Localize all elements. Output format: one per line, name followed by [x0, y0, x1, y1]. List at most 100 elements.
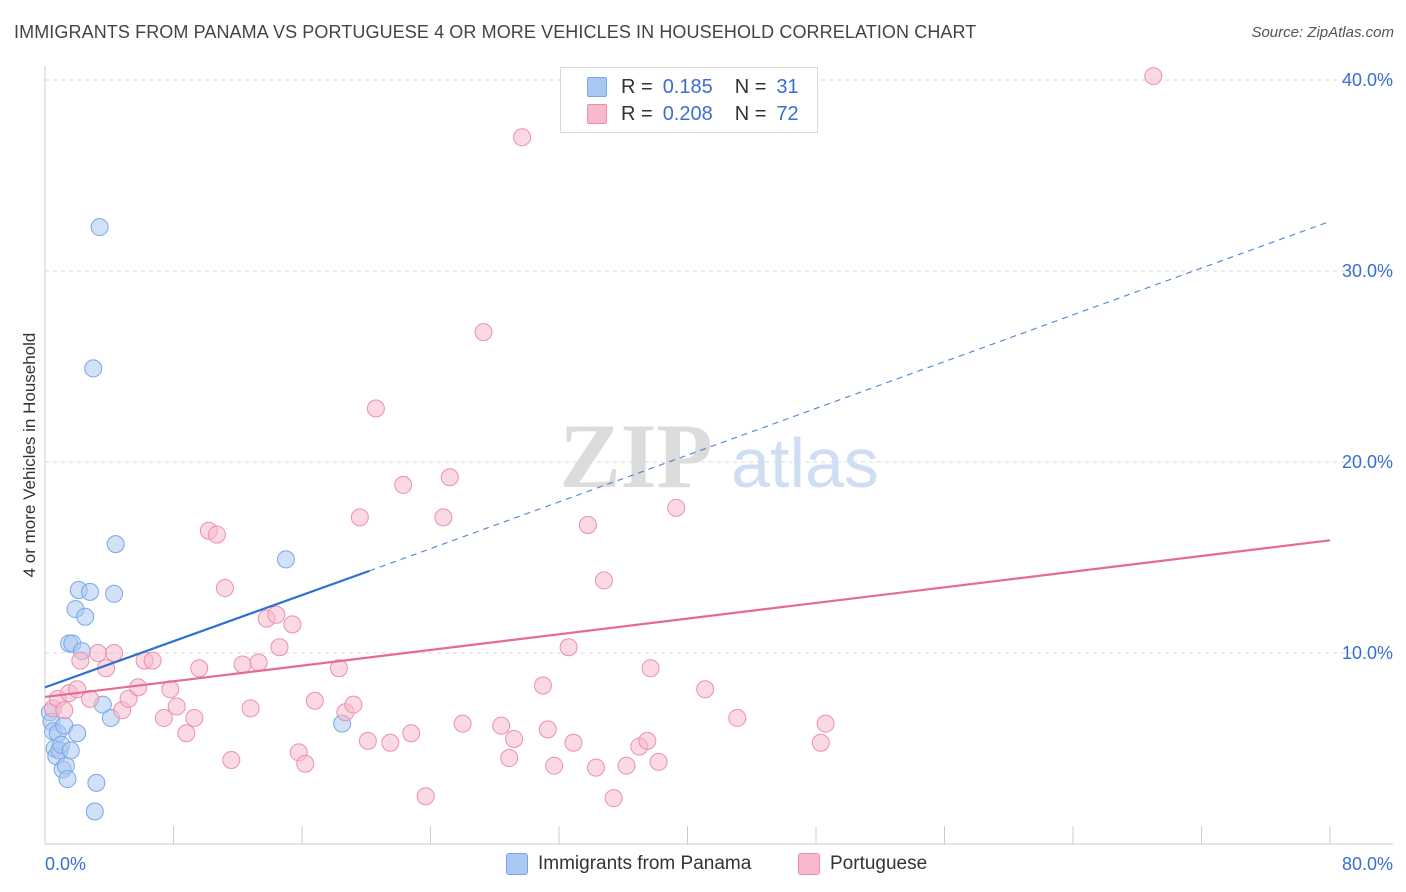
point-portuguese: [119, 689, 138, 708]
point-portuguese: [329, 659, 348, 678]
legend-n-label: N =: [734, 102, 767, 125]
point-portuguese: [305, 691, 324, 710]
point-portuguese: [296, 754, 315, 773]
point-portuguese: [381, 733, 400, 752]
point-portuguese: [811, 733, 830, 752]
point-portuguese: [728, 708, 747, 727]
point-portuguese: [505, 729, 524, 748]
point-portuguese: [154, 708, 173, 727]
point-portuguese: [434, 508, 453, 527]
point-panama: [106, 535, 125, 554]
point-portuguese: [440, 468, 459, 487]
point-portuguese: [80, 689, 99, 708]
point-portuguese: [416, 787, 435, 806]
point-portuguese: [649, 752, 668, 771]
point-portuguese: [344, 695, 363, 714]
point-panama: [85, 802, 104, 821]
bottom-legend-swatch-panama: [506, 853, 528, 875]
point-panama: [90, 218, 109, 237]
y-tick-label: 40.0%: [1342, 70, 1393, 90]
point-portuguese: [366, 399, 385, 418]
x-tick-label: 0.0%: [45, 854, 86, 874]
point-portuguese: [492, 716, 511, 735]
point-portuguese: [267, 605, 286, 624]
point-portuguese: [358, 731, 377, 750]
point-panama: [58, 770, 77, 789]
point-panama: [61, 741, 80, 760]
point-panama: [87, 773, 106, 792]
watermark-zip: ZIP: [559, 405, 712, 507]
point-portuguese: [207, 525, 226, 544]
y-axis-label: 4 or more Vehicles in Household: [20, 332, 39, 578]
bottom-legend-panama: Immigrants from Panama: [506, 852, 751, 876]
point-portuguese: [564, 733, 583, 752]
point-portuguese: [816, 714, 835, 733]
y-tick-label: 30.0%: [1342, 261, 1393, 281]
point-portuguese: [538, 720, 557, 739]
point-portuguese: [215, 579, 234, 598]
legend-swatch-panama: [587, 77, 607, 97]
point-portuguese: [190, 659, 209, 678]
point-panama: [84, 359, 103, 378]
bottom-legend-swatch-portuguese: [798, 853, 820, 875]
point-portuguese: [105, 644, 124, 662]
point-portuguese: [402, 724, 421, 743]
legend-row-panama: R = 0.185 N = 31: [587, 74, 799, 100]
point-portuguese: [545, 756, 564, 775]
watermark-atlas: atlas: [731, 424, 879, 502]
point-portuguese: [1144, 67, 1163, 86]
legend-n-label: N =: [734, 75, 767, 98]
point-panama: [76, 607, 95, 626]
legend-r-label: R =: [621, 102, 653, 125]
point-portuguese: [500, 749, 519, 768]
trend-line-panama: [44, 569, 370, 689]
chart-title: IMMIGRANTS FROM PANAMA VS PORTUGUESE 4 O…: [14, 22, 977, 42]
point-portuguese: [394, 475, 413, 494]
point-panama: [276, 550, 295, 569]
y-tick-label: 20.0%: [1342, 452, 1393, 472]
legend-n-value: 31: [776, 75, 799, 98]
bottom-legend-label-portuguese: Portuguese: [830, 853, 928, 874]
point-portuguese: [533, 676, 552, 695]
y-tick-label: 10.0%: [1342, 643, 1393, 663]
point-portuguese: [453, 714, 472, 733]
legend-r-value: 0.185: [662, 75, 713, 98]
point-portuguese: [177, 724, 196, 743]
point-portuguese: [617, 756, 636, 775]
point-portuguese: [71, 651, 90, 670]
point-portuguese: [586, 758, 605, 777]
bottom-legend-portuguese: Portuguese: [798, 852, 927, 876]
point-portuguese: [241, 699, 260, 718]
legend-row-portuguese: R = 0.208 N = 72: [587, 101, 799, 127]
point-portuguese: [474, 323, 493, 342]
point-portuguese: [350, 508, 369, 527]
point-portuguese: [667, 498, 686, 517]
trend-line-portuguese: [44, 539, 1331, 699]
point-portuguese: [559, 638, 578, 657]
legend-swatch-portuguese: [587, 104, 607, 124]
correlation-legend: R = 0.185 N = 31 R = 0.208 N = 72: [560, 67, 818, 133]
point-portuguese: [696, 680, 715, 699]
bottom-legend-label-panama: Immigrants from Panama: [538, 853, 752, 874]
point-portuguese: [167, 697, 186, 716]
x-tick-label: 80.0%: [1342, 854, 1393, 874]
point-panama: [80, 582, 99, 601]
point-portuguese: [55, 701, 74, 720]
point-panama: [105, 584, 124, 603]
point-portuguese: [604, 789, 623, 808]
point-portuguese: [638, 731, 657, 750]
point-portuguese: [233, 655, 252, 674]
point-portuguese: [222, 750, 241, 769]
trend-extension-panama: [369, 220, 1331, 572]
point-portuguese: [249, 653, 268, 672]
point-portuguese: [89, 644, 108, 662]
point-portuguese: [594, 571, 613, 590]
legend-n-value: 72: [776, 102, 799, 125]
point-portuguese: [270, 638, 289, 657]
point-portuguese: [578, 516, 597, 535]
legend-r-value: 0.208: [662, 102, 713, 125]
chart-source: Source: ZipAtlas.com: [1251, 24, 1394, 41]
point-portuguese: [185, 708, 204, 727]
point-portuguese: [513, 128, 532, 147]
